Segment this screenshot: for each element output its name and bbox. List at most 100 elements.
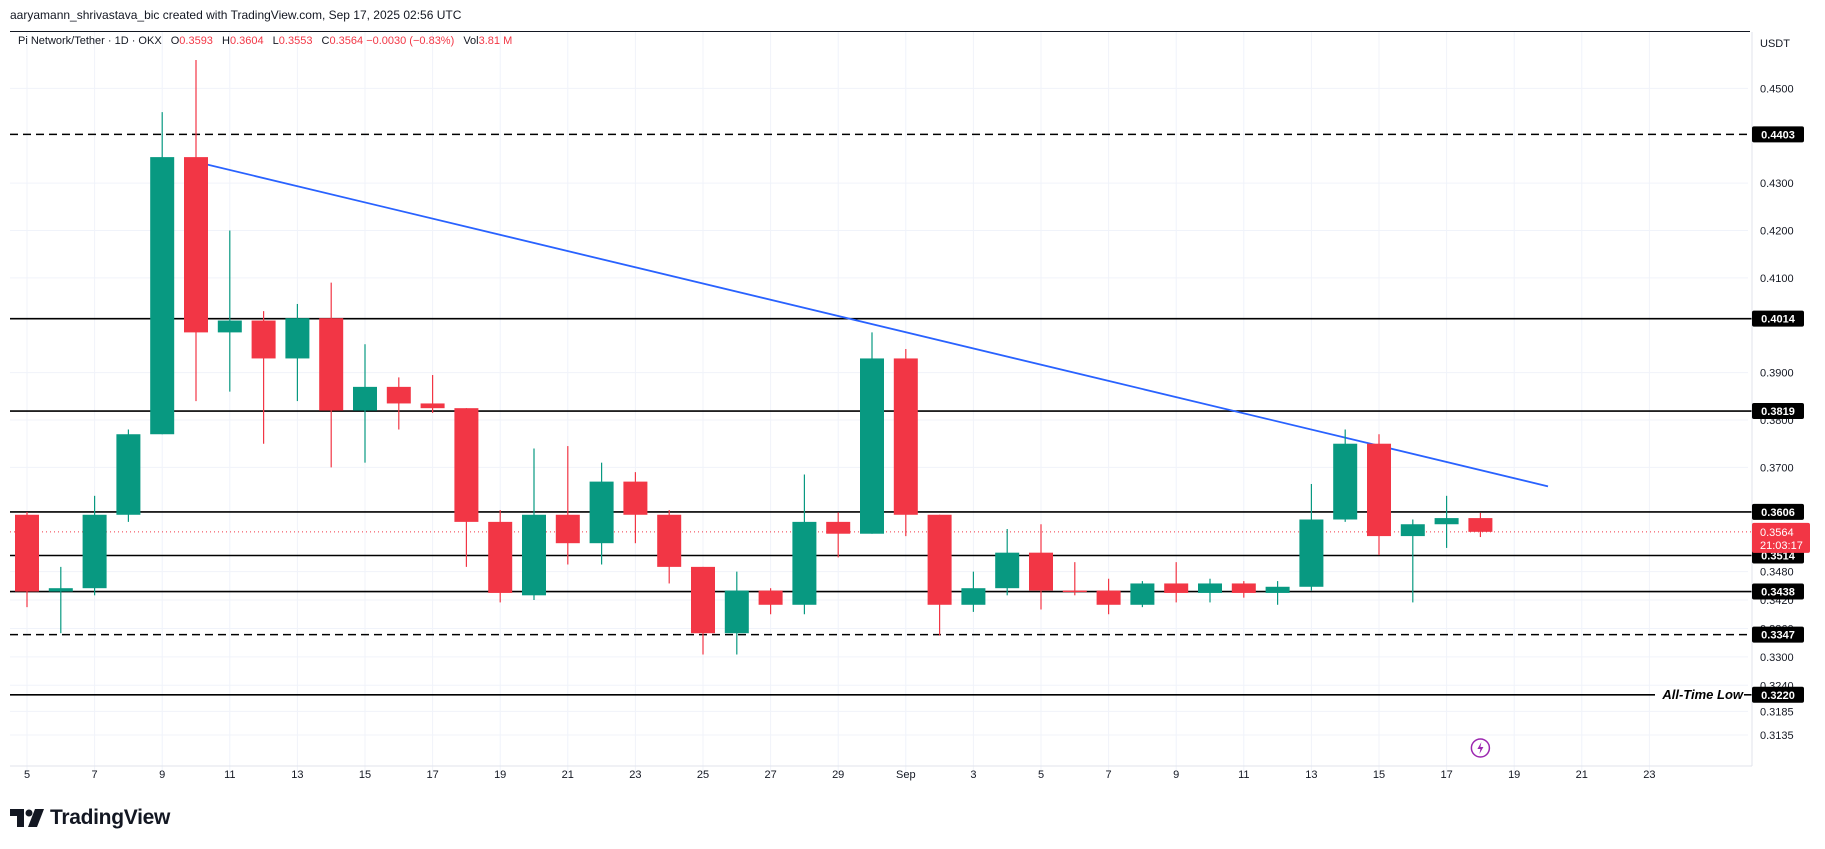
x-tick-label: 7 [1106,769,1112,781]
tradingview-wordmark: TradingView [50,806,171,829]
x-tick-label: 9 [159,769,165,781]
x-tick-label: Sep [896,769,916,781]
high-value: 0.3604 [229,35,264,47]
credit-text: aaryamann_shrivastava_bic created with T… [10,8,462,22]
candle [724,571,749,655]
candle [522,448,546,601]
candle-body [116,434,141,515]
level-price-tag [1752,686,1804,703]
candle-body [15,514,39,592]
vol-label: Vol [463,35,479,47]
x-tick-label: 15 [1373,769,1385,781]
candle-body [927,514,952,605]
candle-body [184,157,208,333]
tradingview-logo-icon [10,809,44,827]
candle-body [1164,583,1189,593]
level-price-label: 0.4403 [1761,129,1795,141]
low-value: 0.3553 [278,35,313,47]
x-tick-label: 13 [1305,769,1317,781]
current-price-label: 0.3564 [1760,527,1794,539]
vol-value: 3.81 M [478,35,513,47]
trend-layer [195,160,1549,488]
y-tick-label: 0.3135 [1760,730,1794,742]
level-price-tag [1752,310,1804,327]
candle [691,566,715,655]
x-tick-label: 19 [494,769,506,781]
candle-body [488,521,513,593]
candle-body [961,588,986,605]
all-time-low-label: All-Time Low [1661,687,1744,702]
y-tick-label: 0.3900 [1760,368,1794,380]
candle-body [522,514,546,596]
currency-label[interactable]: USDT [1760,38,1790,50]
y-tick-label: 0.4500 [1760,83,1794,95]
candle-body [555,514,580,544]
x-tick-label: 13 [291,769,303,781]
candle [319,282,344,468]
current-price-tag [1752,522,1810,553]
countdown-label: 21:03:17 [1760,540,1803,552]
candle-body [1265,586,1290,593]
candle [1367,434,1391,556]
open-value: 0.3593 [179,35,213,47]
candle [961,571,986,612]
y-tick-label: 0.3185 [1760,706,1794,718]
candle-body [1062,590,1087,593]
candle-body [589,481,614,544]
x-tick-label: 9 [1173,769,1179,781]
candle-body [657,514,682,567]
x-tick-label: 25 [697,769,709,781]
candle [657,510,682,584]
candle-body [623,481,648,515]
candle-body [792,521,817,605]
level-price-label: 0.3438 [1761,587,1795,599]
candle [1231,581,1256,598]
candle [1062,562,1087,596]
close-value: 0.3564 [329,35,364,47]
candle [1164,562,1189,603]
candle-body [48,588,73,592]
candle [1434,495,1459,548]
y-tick-label: 0.4100 [1760,273,1794,285]
candle-body [319,318,344,411]
trendline [195,160,1549,488]
candle [82,495,107,596]
close-label: C [321,35,330,47]
candle [150,112,175,435]
candle-body [1231,583,1256,593]
y-tick-label: 0.4200 [1760,226,1794,238]
candle-body [893,358,918,515]
level-price-tag [1752,403,1804,420]
x-tick-label: 11 [224,769,235,781]
candle-body [1096,590,1121,605]
candle-body [454,408,479,522]
candle-body [1029,552,1053,591]
tradingview-logo[interactable]: TradingView [10,806,170,830]
open-label: O [170,35,180,47]
x-tick-label: 29 [832,769,844,781]
candle [217,230,242,392]
candle-body [1130,583,1155,605]
symbol-name: Pi Network/Tether · 1D · OKX [18,35,162,47]
candle [488,510,513,603]
candle [1333,429,1358,522]
x-tick-label: 23 [1643,769,1655,781]
candle-body [860,358,884,534]
candle [1299,483,1324,591]
candle [860,332,884,534]
candle [251,311,276,444]
y-tick-label: 0.4300 [1760,178,1794,190]
candle [285,303,310,402]
candle-body [82,514,107,589]
candle [386,377,411,430]
top-rule [10,31,1750,32]
level-price-label: 0.3220 [1761,690,1795,702]
candle-body [995,552,1020,589]
change-value: −0.0030 (−0.83%) [366,35,455,47]
level-price-tag [1752,126,1804,143]
x-tick-label: 11 [1238,769,1249,781]
candle [1096,578,1121,615]
candle [420,375,445,413]
